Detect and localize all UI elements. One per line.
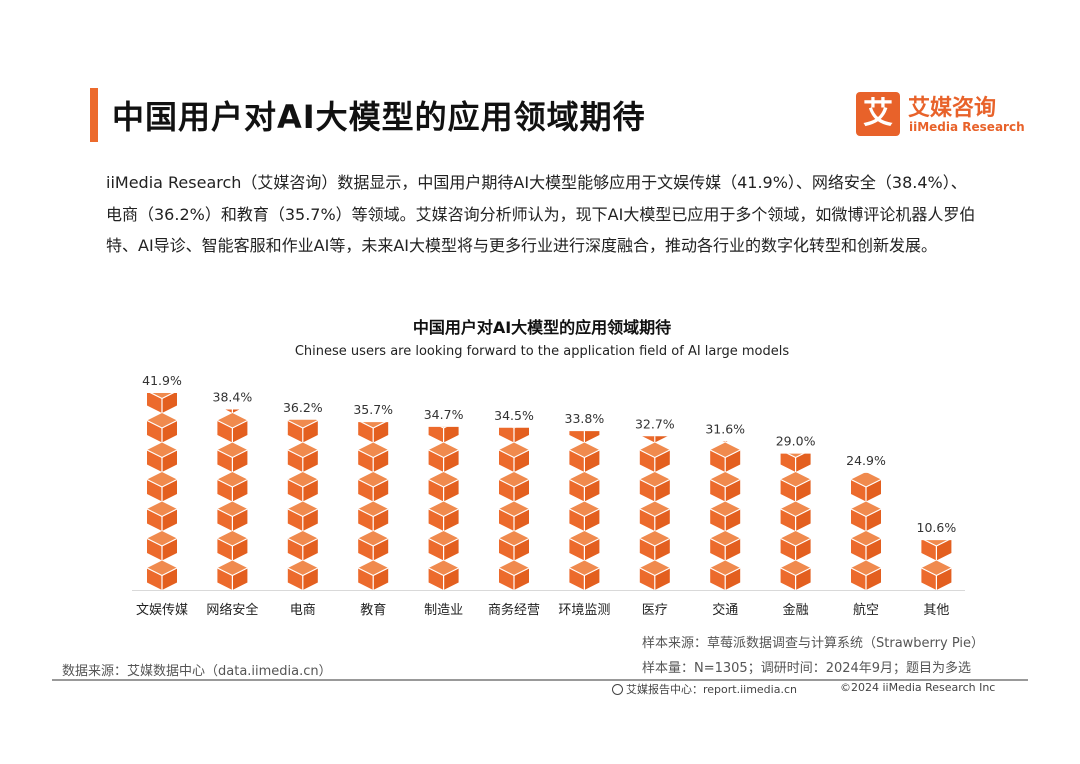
page-title: 中国用户对AI大模型的应用领域期待 — [112, 98, 646, 136]
value-label: 36.2% — [283, 400, 323, 415]
sample-size-note: 样本量：N=1305；调研时间：2024年9月；题目为多选 — [642, 661, 972, 676]
category-label: 制造业 — [424, 603, 463, 618]
copyright: ©2024 iiMedia Research Inc — [840, 681, 996, 694]
bar-1 — [146, 393, 178, 590]
brand-logo: 艾 艾媒咨询 iiMedia Research — [856, 92, 1025, 138]
logo-name-cn: 艾媒咨询 — [908, 96, 997, 121]
category-label: 教育 — [360, 602, 386, 618]
bar-4 — [357, 422, 389, 590]
chart-title: 中国用户对AI大模型的应用领域期待 — [412, 318, 672, 337]
category-label: 金融 — [783, 602, 809, 618]
value-label: 10.6% — [917, 520, 957, 535]
chart-subtitle: Chinese users are looking forward to the… — [294, 344, 790, 359]
category-label: 其他 — [923, 603, 949, 618]
chart-area: 41.9% 文娱传媒 38.4% 网络安全 36.2% 电商 35.7% 教育 34.7% 制造业… — [132, 373, 965, 618]
value-label: 41.9% — [142, 373, 182, 388]
category-label: 商务经营 — [488, 602, 540, 618]
category-label: 网络安全 — [206, 602, 258, 618]
title-accent-bar — [90, 88, 98, 142]
value-label: 29.0% — [776, 434, 816, 449]
bar-9 — [709, 441, 741, 590]
bar-2 — [217, 409, 248, 590]
bar-10 — [780, 453, 811, 590]
logo-name-en: iiMedia Research — [909, 120, 1025, 134]
bar-8 — [639, 436, 671, 590]
value-label: 32.7% — [635, 416, 675, 431]
value-label: 24.9% — [846, 453, 886, 468]
sample-source: 样本来源：草莓派数据调查与计算系统（Strawberry Pie） — [642, 636, 984, 651]
value-label: 38.4% — [213, 389, 253, 404]
intro-paragraph: iiMedia Research（艾媒咨询）数据显示，中国用户期待AI大模型能够… — [106, 173, 976, 255]
globe-icon — [612, 684, 623, 695]
category-label: 医疗 — [642, 603, 668, 618]
value-label: 31.6% — [705, 421, 745, 436]
bar-11 — [850, 472, 882, 590]
category-label: 航空 — [853, 602, 879, 618]
value-label: 34.7% — [424, 407, 464, 422]
data-source: 数据来源：艾媒数据中心（data.iimedia.cn） — [62, 664, 332, 679]
category-label: 环境监测 — [558, 603, 610, 618]
report-site-text: 艾媒报告中心：report.iimedia.cn — [626, 683, 797, 696]
category-label: 文娱传媒 — [136, 603, 188, 618]
footer-divider — [52, 679, 1028, 681]
bar-12 — [921, 540, 952, 590]
value-label: 34.5% — [494, 408, 534, 423]
bar-5 — [428, 426, 459, 590]
category-label: 电商 — [290, 603, 316, 618]
bar-7 — [569, 431, 600, 590]
logo-mark-icon: 艾 — [856, 92, 900, 136]
value-label: 35.7% — [353, 402, 393, 417]
bar-6 — [498, 427, 530, 590]
category-label: 交通 — [712, 602, 738, 618]
value-label: 33.8% — [565, 411, 605, 426]
report-site: 艾媒报告中心：report.iimedia.cn — [612, 681, 797, 697]
bar-3 — [287, 419, 319, 590]
